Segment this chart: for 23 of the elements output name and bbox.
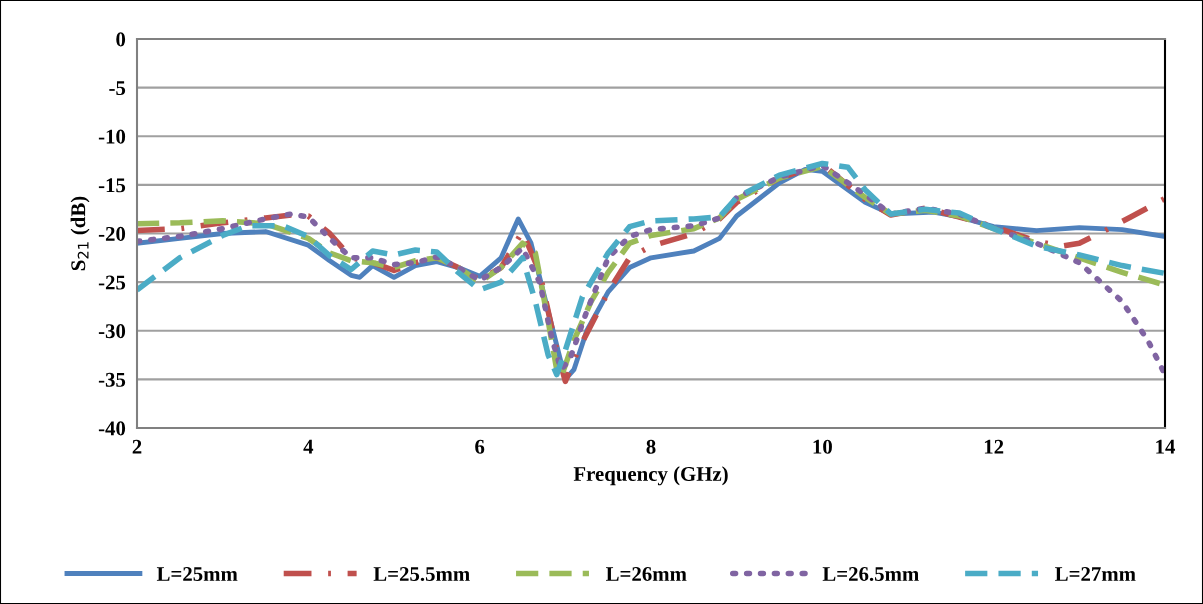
- x-tick-label: 10: [813, 439, 832, 454]
- y-tick-label: 0: [116, 32, 126, 47]
- x-axis-title: Frequency (GHz): [573, 466, 728, 486]
- x-tick-label: 2: [132, 439, 142, 454]
- y-tick-label: -10: [98, 129, 126, 144]
- y-tick-label: -20: [98, 226, 126, 241]
- legend-label: L=26mm: [605, 567, 687, 582]
- y-tick-label: -35: [98, 372, 126, 387]
- x-tick-label: 6: [475, 439, 485, 454]
- y-tick-label: -30: [98, 324, 126, 339]
- y-axis-title: S$_{21}$ (dB): [70, 196, 90, 271]
- x-tick-label: 4: [303, 439, 314, 454]
- legend-label: L=25mm: [156, 567, 238, 582]
- legend-label: L=26.5mm: [822, 567, 919, 582]
- x-tick-label: 14: [1156, 439, 1176, 454]
- y-tick-label: -25: [98, 275, 126, 290]
- x-tick-label: 12: [984, 439, 1004, 454]
- y-tick-label: -5: [109, 81, 126, 96]
- legend-label: L=25.5mm: [373, 567, 470, 582]
- legend-label: L=27mm: [1055, 567, 1136, 581]
- x-tick-label: 8: [646, 439, 656, 454]
- y-tick-label: -15: [98, 178, 126, 193]
- y-tick-label: -40: [98, 421, 126, 436]
